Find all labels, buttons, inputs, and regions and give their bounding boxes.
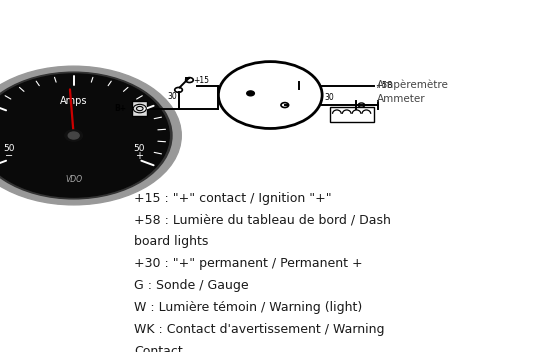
Text: WK : Contact d'avertissement / Warning: WK : Contact d'avertissement / Warning bbox=[134, 323, 384, 336]
Text: +15: +15 bbox=[193, 76, 209, 85]
Circle shape bbox=[68, 132, 79, 139]
Text: Ampèremètre
Ammeter: Ampèremètre Ammeter bbox=[377, 79, 449, 104]
Text: −: − bbox=[5, 151, 13, 161]
Text: +58: +58 bbox=[376, 81, 393, 90]
Text: 30: 30 bbox=[324, 93, 334, 102]
Text: 50: 50 bbox=[3, 144, 15, 153]
Text: Contact: Contact bbox=[134, 345, 182, 352]
Text: 30: 30 bbox=[168, 93, 177, 101]
Circle shape bbox=[0, 72, 172, 199]
Text: 50: 50 bbox=[133, 144, 145, 153]
Text: board lights: board lights bbox=[134, 235, 208, 249]
Text: VDO: VDO bbox=[65, 175, 82, 184]
Text: W : Lumière témoin / Warning (light): W : Lumière témoin / Warning (light) bbox=[134, 301, 362, 314]
Circle shape bbox=[0, 66, 181, 205]
Circle shape bbox=[65, 130, 82, 141]
FancyBboxPatch shape bbox=[330, 107, 374, 122]
Text: +30 : "+" permanent / Permanent +: +30 : "+" permanent / Permanent + bbox=[134, 257, 363, 270]
Text: G : Sonde / Gauge: G : Sonde / Gauge bbox=[134, 279, 248, 292]
Text: Amps: Amps bbox=[60, 96, 87, 106]
Circle shape bbox=[247, 91, 254, 96]
Text: +58 : Lumière du tableau de bord / Dash: +58 : Lumière du tableau de bord / Dash bbox=[134, 214, 390, 227]
Text: +15 : "+" contact / Ignition "+": +15 : "+" contact / Ignition "+" bbox=[134, 192, 331, 205]
Text: +: + bbox=[135, 151, 143, 161]
FancyBboxPatch shape bbox=[132, 101, 147, 116]
Circle shape bbox=[0, 74, 169, 197]
Text: B+: B+ bbox=[115, 104, 127, 113]
